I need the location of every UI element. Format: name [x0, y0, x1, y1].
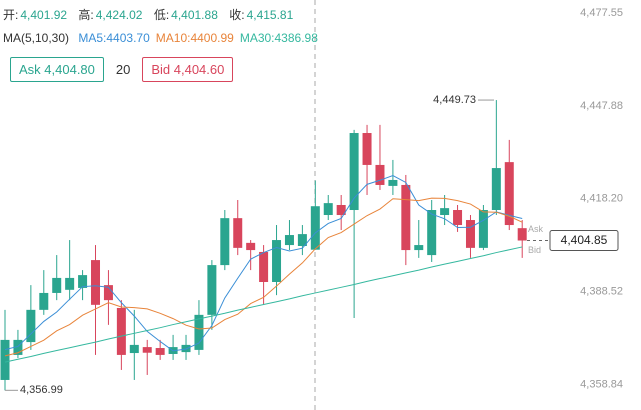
candle-body [491, 168, 501, 211]
candle-body [427, 210, 437, 256]
y-tick-label: 4,388.52 [580, 286, 623, 298]
candle-body [246, 242, 256, 251]
y-tick-label: 4,477.55 [580, 7, 623, 19]
candle-body [259, 251, 269, 282]
bid-tag: Bid [528, 245, 541, 255]
y-tick-label: 4,447.88 [580, 100, 623, 112]
ma-line [4, 175, 523, 352]
candle-body [13, 339, 23, 355]
candle-body [517, 228, 527, 241]
candle-body [129, 344, 139, 354]
candle-body [284, 235, 294, 246]
open-value: 4,401.92 [20, 8, 68, 22]
ma-line [4, 197, 523, 357]
candle-body [478, 210, 488, 248]
high-value: 4,424.02 [95, 8, 143, 22]
candle-body [155, 348, 165, 355]
ma-legend-entry: MA30:4386.98 [239, 31, 318, 45]
ma-legend-entry: MA10:4400.99 [155, 31, 234, 45]
low-label: 低: [153, 8, 170, 22]
y-tick-label: 4,358.84 [580, 378, 623, 390]
ask-button[interactable]: Ask 4,404.80 [10, 57, 104, 82]
candle-body [26, 309, 36, 343]
candle-body [91, 260, 101, 305]
candle-body [375, 164, 385, 185]
ma-legend: MA(5,10,30) MA5:4403.70 MA10:4400.99 MA30:… [3, 31, 324, 45]
candle-body [233, 218, 243, 248]
quantity[interactable]: 20 [115, 62, 131, 77]
candle-body [220, 218, 230, 266]
price-tag-label: 4,404.85 [561, 233, 608, 247]
y-tick-label: 4,418.20 [580, 193, 623, 205]
candle-body [465, 220, 475, 248]
candle-body [349, 133, 359, 211]
candle-body [401, 184, 411, 251]
candle-body [194, 314, 204, 350]
candle-body [39, 292, 49, 310]
candle-body [504, 162, 514, 226]
candle-body [336, 205, 346, 216]
candle-body [310, 206, 320, 250]
candle-body [362, 133, 372, 165]
candle-body [272, 240, 282, 282]
candle-body [414, 245, 424, 251]
low-value: 4,401.88 [171, 8, 218, 22]
ohlc-header: 开: 4,401.92 高: 4,424.02 低: 4,401.88 收: 4,415… [3, 6, 301, 23]
candle-body [453, 210, 463, 226]
close-value: 4,415.81 [246, 8, 294, 22]
ask-tag: Ask [528, 224, 544, 234]
ma-legend-title: MA(5,10,30) [3, 31, 70, 45]
candle-body [65, 277, 75, 290]
candle-body [0, 339, 10, 380]
bid-button[interactable]: Bid 4,404.60 [142, 57, 234, 82]
candle-body [116, 307, 126, 355]
ma-legend-entry: MA5:4403.70 [78, 31, 150, 45]
close-label: 收: [229, 8, 245, 22]
ma-line [4, 246, 523, 363]
candle-body [297, 234, 307, 246]
high-label: 4,449.73 [433, 94, 476, 106]
high-label: 高: [78, 8, 94, 22]
candle-body [103, 285, 113, 301]
open-label: 开: [3, 8, 19, 22]
order-buttons: Ask 4,404.80 20 Bid 4,404.60 [10, 57, 234, 82]
low-label: 4,356.99 [20, 384, 63, 396]
candle-body [78, 275, 88, 288]
candle-body [323, 203, 333, 216]
price-tag [549, 230, 619, 252]
candle-body [207, 265, 217, 315]
candle-body [388, 179, 398, 186]
candle-body [52, 277, 62, 293]
candle-body [440, 208, 450, 216]
candle-body [142, 347, 152, 353]
